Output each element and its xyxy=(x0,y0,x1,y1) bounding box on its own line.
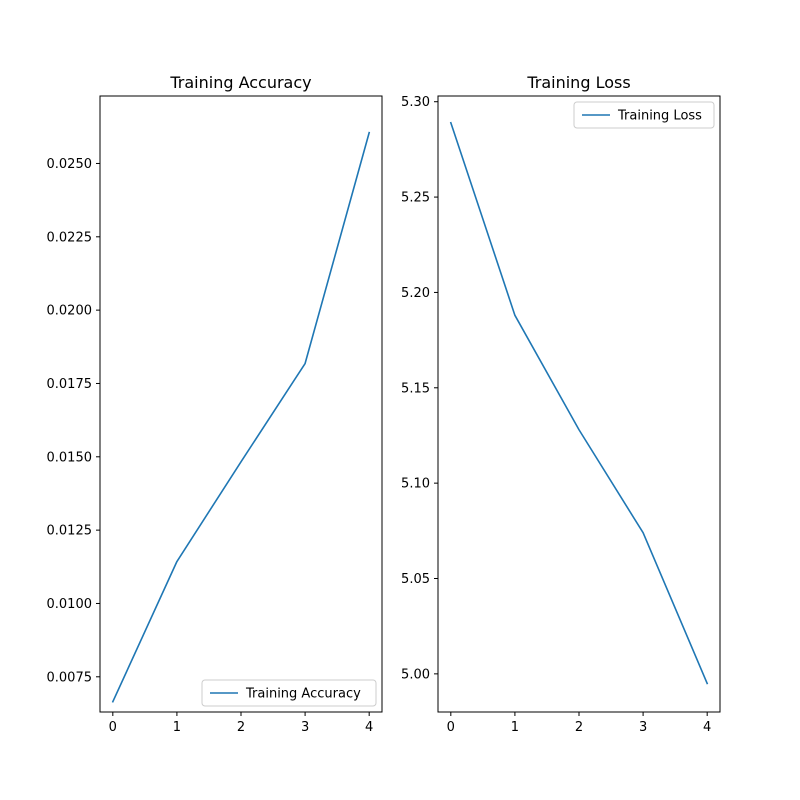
loss-panel: Training Loss 0 1 2 3 4 5.00 5.05 5.10 5.15 5.20 5.… xyxy=(401,73,721,735)
loss-y-tick-label: 5.05 xyxy=(401,572,430,587)
loss-x-tick-label: 0 xyxy=(447,720,455,735)
loss-y-tick-label: 5.00 xyxy=(401,667,430,682)
loss-x-tick-label: 4 xyxy=(703,720,711,735)
loss-x-tick-label: 3 xyxy=(639,720,647,735)
accuracy-panel: Training Accuracy 0 1 2 3 4 0.0075 0.0100 0.0125… xyxy=(47,73,383,735)
accuracy-axes-frame xyxy=(99,95,383,713)
accuracy-x-tick-label: 1 xyxy=(173,720,181,735)
accuracy-y-tick-label: 0.0225 xyxy=(47,230,93,245)
loss-y-tick-label: 5.30 xyxy=(401,95,430,110)
loss-title: Training Loss xyxy=(526,73,630,92)
accuracy-x-tick-label: 0 xyxy=(109,720,117,735)
accuracy-x-tick-label: 3 xyxy=(301,720,309,735)
accuracy-y-tick-label: 0.0200 xyxy=(47,304,93,319)
loss-x-tick-label: 2 xyxy=(575,720,583,735)
accuracy-y-tick-label: 0.0100 xyxy=(47,597,93,612)
accuracy-legend-box xyxy=(201,679,377,707)
loss-y-tick-label: 5.25 xyxy=(401,191,430,206)
accuracy-y-tick-label: 0.0125 xyxy=(47,524,93,539)
accuracy-x-tick-label: 4 xyxy=(365,720,373,735)
accuracy-title: Training Accuracy xyxy=(169,73,311,92)
accuracy-legend-label: Training Accuracy xyxy=(245,687,361,702)
accuracy-series-line xyxy=(111,131,371,703)
accuracy-x-tick-label: 2 xyxy=(237,720,245,735)
loss-x-tick-label: 1 xyxy=(511,720,519,735)
loss-y-tick-label: 5.10 xyxy=(401,477,430,492)
loss-y-tick-label: 5.20 xyxy=(401,286,430,301)
loss-y-tick-label: 5.15 xyxy=(401,381,430,396)
accuracy-y-tick-label: 0.0250 xyxy=(47,157,93,172)
accuracy-y-tick-label: 0.0150 xyxy=(47,450,93,465)
loss-axes-frame xyxy=(437,95,721,713)
loss-legend: Training Loss xyxy=(573,101,715,129)
accuracy-legend: Training Accuracy xyxy=(201,679,377,707)
accuracy-y-tick-label: 0.0075 xyxy=(47,670,93,685)
accuracy-y-tick-label: 0.0175 xyxy=(47,377,93,392)
loss-series-line xyxy=(449,121,709,685)
loss-legend-box xyxy=(573,101,715,129)
loss-legend-label: Training Loss xyxy=(617,109,702,124)
